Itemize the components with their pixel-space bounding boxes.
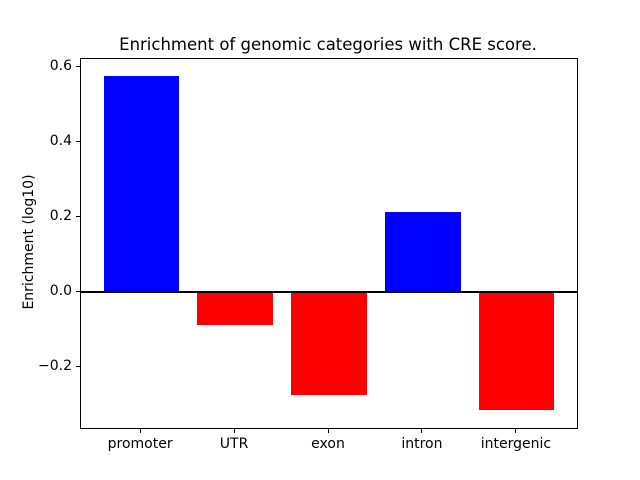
y-tick-label: 0.4 — [49, 132, 72, 149]
y-tick-label: 0.2 — [49, 207, 72, 224]
x-tick-mark — [421, 429, 423, 433]
y-tick-mark — [76, 215, 80, 217]
x-tick-mark — [233, 429, 235, 433]
y-tick-mark — [76, 366, 80, 368]
x-tick-label-intron: intron — [401, 436, 443, 452]
bar-exon — [291, 291, 367, 395]
x-tick-label-exon: exon — [311, 436, 345, 452]
y-tick-label: −0.2 — [38, 358, 72, 375]
x-tick-mark — [139, 429, 141, 433]
bar-intron — [385, 211, 461, 292]
zero-line — [81, 290, 577, 293]
y-tick-label: 0.0 — [49, 282, 72, 299]
y-tick-mark — [76, 140, 80, 142]
bar-intergenic — [479, 291, 555, 410]
x-tick-label-UTR: UTR — [219, 436, 249, 452]
x-tick-label-intergenic: intergenic — [480, 436, 552, 452]
x-tick-label-promoter: promoter — [107, 436, 173, 452]
x-tick-mark — [515, 429, 517, 433]
chart-title: Enrichment of genomic categories with CR… — [119, 35, 537, 54]
bar-promoter — [103, 75, 179, 292]
y-tick-mark — [76, 65, 80, 67]
y-tick-label: 0.6 — [49, 57, 72, 74]
bar-UTR — [197, 291, 273, 326]
plot-area — [80, 58, 578, 429]
x-tick-mark — [327, 429, 329, 433]
y-tick-mark — [76, 290, 80, 292]
